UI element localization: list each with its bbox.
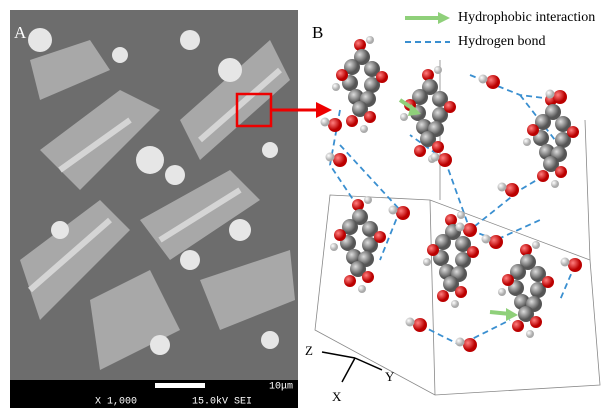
- magnification: X 1,000: [95, 397, 137, 408]
- scale-label: 10μm: [269, 382, 293, 393]
- legend-label: Hydrogen bond: [458, 34, 546, 49]
- crystal-structure: [315, 36, 600, 395]
- sem-image: [10, 10, 332, 408]
- legend-label: Hydrophobic interaction: [458, 10, 595, 25]
- panel-label: B: [312, 23, 323, 42]
- panel-label: A: [14, 23, 27, 42]
- figure: A 10μm X 1,000 15.0kV SEI B Hydrophobic …: [0, 0, 616, 408]
- axis-label: X: [332, 389, 342, 404]
- axis-label: Y: [385, 369, 395, 384]
- axis-label: Z: [305, 343, 313, 358]
- voltage: 15.0kV SEI: [192, 396, 252, 408]
- legend: [405, 12, 450, 42]
